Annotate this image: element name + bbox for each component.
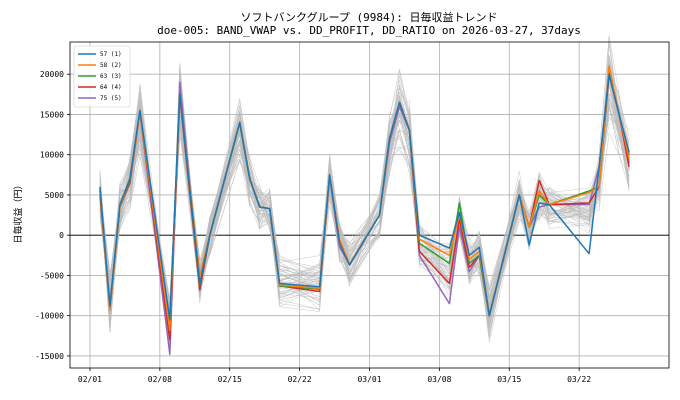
legend-label-0: 57 (1) [100, 51, 122, 58]
y-tick-label: 0 [59, 231, 64, 240]
y-axis-label: 日毎収益（円） [12, 180, 24, 243]
series-line-0 [99, 73, 630, 321]
x-tick-label: 02/01 [78, 375, 102, 384]
x-tick-label: 03/22 [567, 375, 591, 384]
x-tick-label: 03/15 [497, 375, 521, 384]
y-tick-label: -10000 [35, 312, 64, 321]
y-tick-label: 20000 [40, 70, 64, 79]
legend-label-4: 75 (5) [100, 95, 122, 102]
axis-layer: 02/01 02/08 02/15 02/22 03/01 03/08 03/15 03/22… [35, 41, 670, 384]
x-tick-label: 03/08 [427, 375, 451, 384]
plot-frame [69, 41, 670, 369]
y-tick-label: 15000 [40, 110, 64, 119]
legend-label-3: 64 (4) [100, 84, 122, 91]
x-tick-label: 02/15 [218, 375, 242, 384]
legend-label-2: 63 (3) [100, 73, 122, 80]
x-tick-label: 02/22 [288, 375, 312, 384]
legend-label-1: 58 (2) [100, 62, 122, 69]
background-series-line [99, 64, 630, 351]
y-tick-label: -5000 [40, 271, 64, 280]
series-layer [99, 65, 630, 356]
y-tick-label: -15000 [35, 352, 64, 361]
y-tick-label: 10000 [40, 151, 64, 160]
legend-box [73, 45, 131, 108]
legend: 57 (1) 58 (2) 63 (3) 64 (4) 75 (5) [73, 45, 131, 108]
chart-title: ソフトバンクグループ (9984): 日毎収益トレンド [240, 10, 497, 24]
x-tick-label: 02/08 [148, 375, 172, 384]
y-tick-label: 5000 [45, 191, 64, 200]
x-tick-label: 03/01 [357, 375, 381, 384]
chart-subtitle: doe-005: BAND_VWAP vs. DD_PROFIT, DD_RAT… [157, 24, 581, 37]
